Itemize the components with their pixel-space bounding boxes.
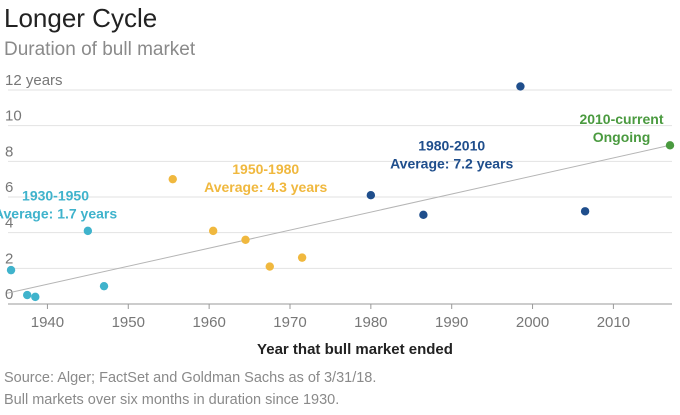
data-point — [208, 226, 218, 236]
chart-title: Longer Cycle — [4, 3, 158, 33]
x-axis-label: Year that bull market ended — [257, 341, 453, 358]
y-tick-label: 6 — [5, 179, 13, 196]
x-tick-label: 1940 — [31, 314, 64, 331]
x-tick-label: 2000 — [516, 314, 549, 331]
data-point — [241, 235, 250, 244]
y-tick-label: 12 years — [5, 72, 63, 89]
data-point — [366, 191, 376, 200]
x-tick-label: 1980 — [354, 314, 387, 331]
data-point — [31, 292, 40, 302]
x-tick-label: 1960 — [192, 314, 225, 331]
y-tick-label: 4 — [5, 215, 13, 232]
y-tick-label: 0 — [5, 286, 13, 303]
x-tick-label: 1970 — [273, 314, 306, 331]
series-average-label: Ongoing — [593, 129, 651, 145]
data-point — [665, 141, 675, 150]
y-tick-label: 8 — [5, 143, 13, 160]
data-point — [580, 207, 590, 216]
data-point — [23, 290, 32, 300]
x-tick-label: 2010 — [597, 314, 630, 331]
series-label: 1930-1950 — [22, 188, 89, 204]
trend-line — [6, 144, 671, 294]
data-point — [265, 262, 274, 271]
data-point — [6, 265, 16, 275]
data-point — [297, 253, 307, 262]
methodology-note: Bull markets over six months in duration… — [4, 392, 340, 408]
series-label: 1980-2010 — [418, 138, 485, 154]
series-average-label: Average: 4.3 years — [204, 179, 327, 195]
data-point — [83, 226, 93, 236]
data-point — [516, 82, 525, 91]
y-tick-label: 2 — [5, 250, 13, 267]
y-tick-label: 10 — [5, 108, 22, 125]
data-point — [419, 210, 428, 220]
scatter-plot: 0 2 4 6 8 10 12 years 1940 1950 1960 1970 1980 1990 2… — [0, 72, 675, 358]
series-average-label: Average: 1.7 years — [0, 206, 117, 222]
chart-subtitle: Duration of bull market — [4, 39, 196, 60]
series-label: 2010-current — [579, 111, 663, 127]
x-tick-label: 1950 — [112, 314, 145, 331]
data-point — [99, 281, 109, 291]
x-tick-label: 1990 — [435, 314, 468, 331]
data-point — [168, 174, 177, 184]
series-label: 1950-1980 — [232, 161, 299, 177]
series-average-label: Average: 7.2 years — [390, 156, 513, 172]
source-note: Source: Alger; FactSet and Goldman Sachs… — [4, 370, 377, 386]
